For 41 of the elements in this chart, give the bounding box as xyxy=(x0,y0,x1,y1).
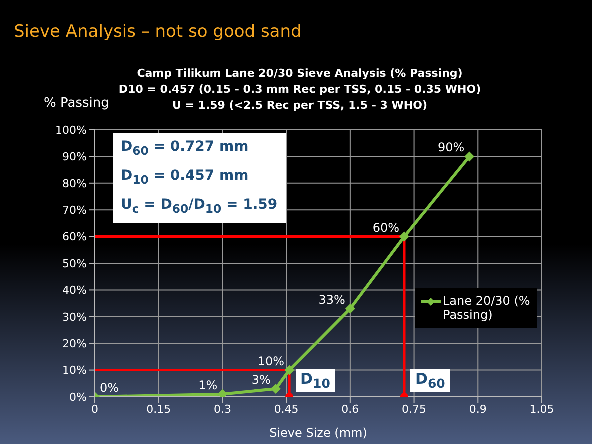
annotation: D$_{60}$ xyxy=(410,369,450,392)
chart-subtitle: Camp Tilikum Lane 20/30 Sieve Analysis (% Passing) D10 = 0.457 (0.15 - 0.3 mm Rec per TSS, 0.15 - 0.35 WHO) U = 1.59 (<2.5 Rec per TSS, 1.5 - 3 WHO) xyxy=(118,67,482,112)
y-tick-label: 20% xyxy=(62,338,87,351)
x-axis-title: Sieve Size (mm) xyxy=(268,426,368,440)
data-label: 60% xyxy=(372,220,400,235)
point xyxy=(284,365,295,376)
x-tick-label: 0.45 xyxy=(274,402,299,416)
y-axis-title: % Passing xyxy=(44,96,110,111)
chart-title: Sieve Analysis – not so good sand xyxy=(14,22,302,42)
y-tick-label: 60% xyxy=(62,230,87,244)
data-label: 3% xyxy=(252,372,271,387)
point xyxy=(345,304,356,314)
data-label: 33% xyxy=(318,292,346,307)
data-label: 90% xyxy=(438,140,465,155)
y-tick-label: 70% xyxy=(62,204,87,218)
data-label: 0% xyxy=(100,381,120,395)
x-tick-label: 0.6 xyxy=(342,402,360,416)
point xyxy=(270,384,281,394)
x-tick-label: 0.75 xyxy=(402,402,427,416)
x-tick-label: 0.9 xyxy=(469,402,487,416)
annotation: U$_{c}$ = D$_{60}$/D$_{10}$ = 1.59 xyxy=(121,196,278,218)
y-tick-label: 100% xyxy=(56,124,87,137)
annotation: D$_{10}$ xyxy=(296,369,336,392)
y-tick-label: 10% xyxy=(62,364,87,378)
point xyxy=(464,152,475,162)
data-label: 1% xyxy=(198,378,218,392)
y-tick-label: 40% xyxy=(62,284,87,298)
x-tick-label: 0 xyxy=(92,402,98,416)
y-tick-label: 30% xyxy=(62,310,87,324)
annotation: D$_{60}$ = 0.727 mm xyxy=(121,138,250,160)
legend-label: Lane 20/30 (% Passing) xyxy=(443,294,531,322)
data-label: 10% xyxy=(258,354,285,368)
point xyxy=(399,232,410,242)
y-tick-label: 50% xyxy=(62,257,87,270)
annotation: D$_{10}$ = 0.457 mm xyxy=(121,166,250,189)
x-tick-label: 0.15 xyxy=(146,402,172,416)
y-tick-label: 80% xyxy=(62,177,87,190)
y-tick-label: 0% xyxy=(70,390,87,404)
y-tick-label: 90% xyxy=(62,150,87,164)
x-tick-label: 1.05 xyxy=(530,402,554,416)
x-tick-label: 0.3 xyxy=(214,402,232,416)
